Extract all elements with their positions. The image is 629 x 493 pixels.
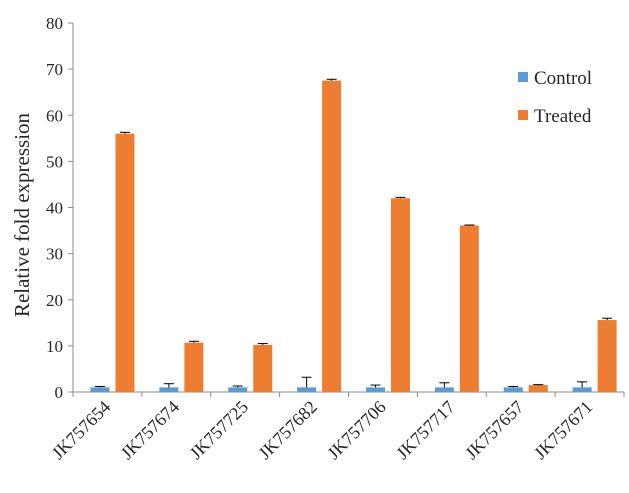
x-tick-label: JK757674 [117,397,183,463]
y-axis-label: Relative fold expression [10,112,34,317]
bar [528,385,548,392]
bar [90,387,110,392]
y-tick-label: 40 [46,199,63,218]
y-tick-label: 80 [46,14,63,33]
error-bars [95,78,613,388]
y-tick-label: 50 [46,152,63,171]
y-tick-label: 60 [46,106,63,125]
bar [459,225,479,392]
y-tick-label: 20 [46,291,63,310]
bar [503,387,523,392]
legend-label: Control [534,68,592,89]
bar [159,387,179,392]
bar [572,387,592,392]
legend: Control Treated [518,68,592,127]
bar [366,387,385,392]
x-tick-label: JK757725 [186,397,252,463]
y-tick-label: 30 [46,245,63,264]
y-tick-label: 70 [46,60,63,79]
x-tick-label: JK757671 [530,397,596,463]
bar [228,387,248,392]
y-axis: 0 10 20 30 40 50 60 70 80 [46,14,74,402]
legend-swatch [518,72,528,82]
legend-swatch [518,110,528,120]
x-tick-label: JK757657 [461,397,527,463]
x-tick-label: JK757654 [48,397,114,463]
bar [184,342,204,392]
x-axis: JK757654 JK757674 JK757725 JK757682 JK757706… [48,391,625,463]
x-tick-label: JK757706 [323,397,389,463]
bar [391,198,410,392]
bar [253,344,273,392]
bar [597,320,617,392]
y-tick-label: 10 [46,337,63,356]
bar [297,387,317,392]
bar [115,133,135,392]
bar [322,80,342,392]
bar [434,387,454,392]
legend-label: Treated [534,106,592,127]
x-tick-label: JK757717 [392,397,458,463]
bars [90,80,617,392]
x-tick-label: JK757682 [254,397,320,463]
y-tick-label: 0 [55,383,64,402]
